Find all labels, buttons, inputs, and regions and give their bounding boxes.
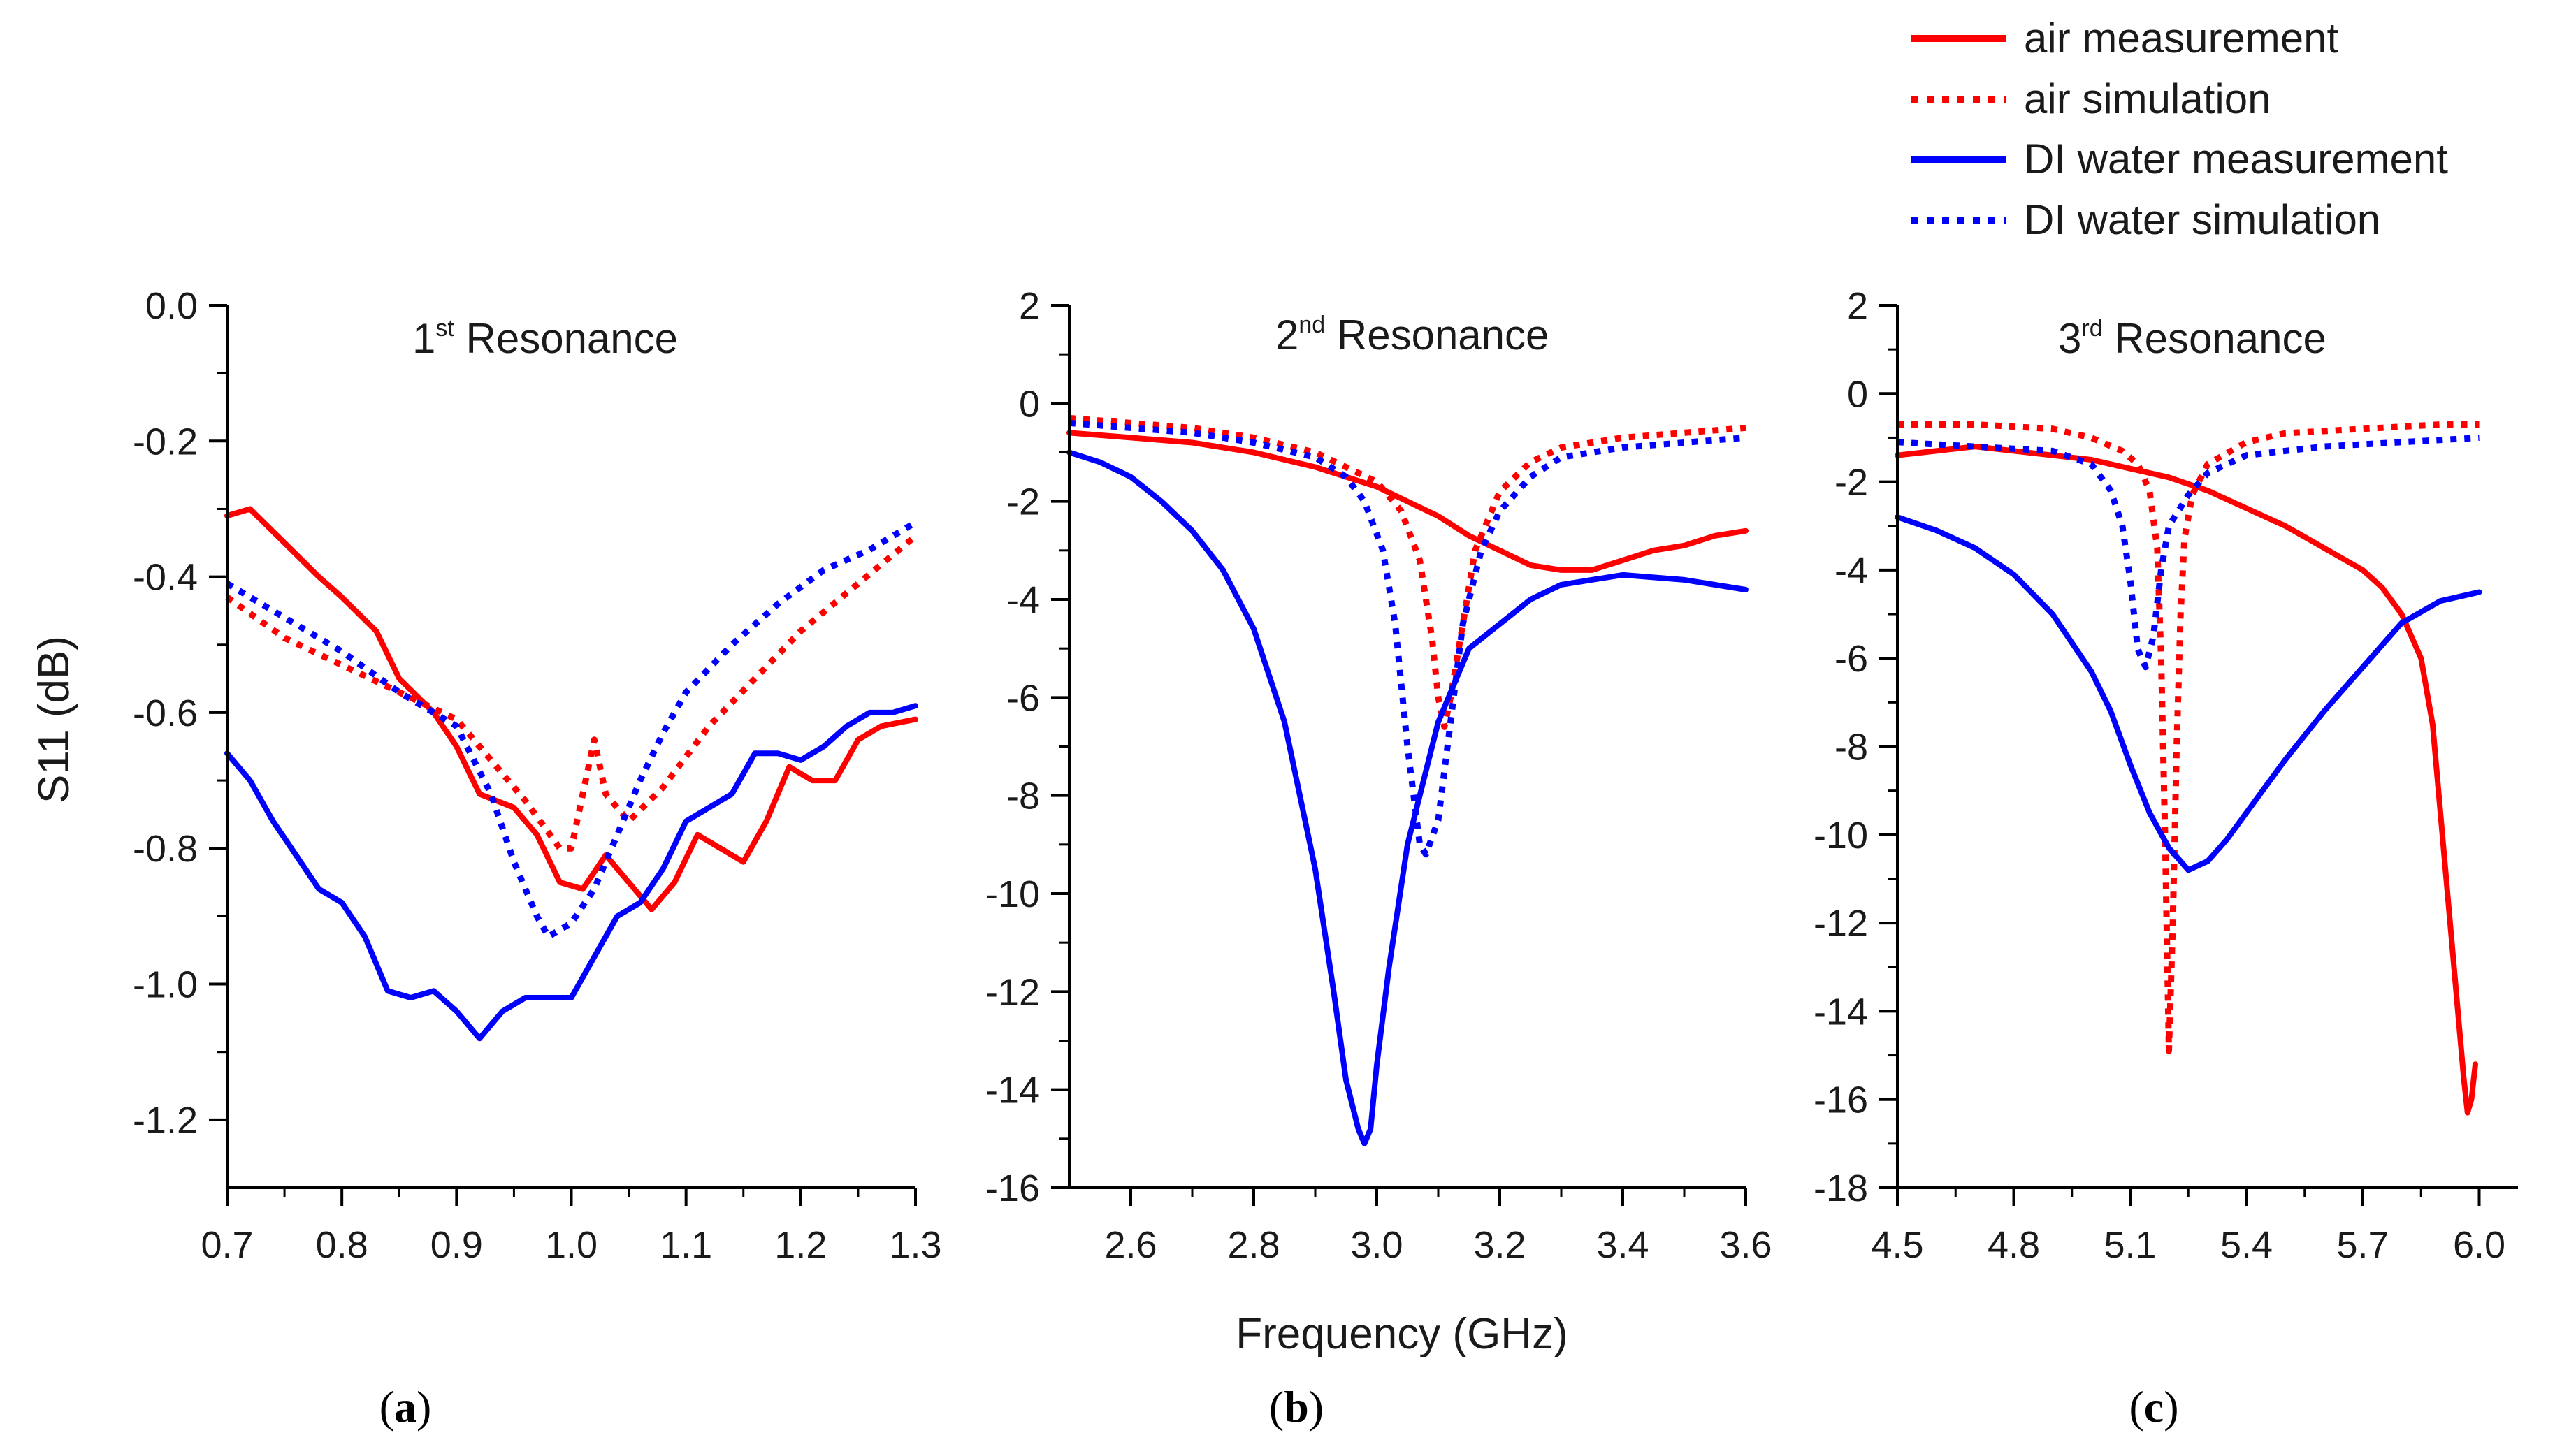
panel-b: 2nd Resonance 20-2-4-6-8-10-12-14-162.6 2…: [985, 285, 1772, 1266]
panel-b-series-water-sim: [1069, 419, 1746, 858]
panel-a-y-tick-label: -0.6: [133, 692, 198, 734]
panel-c-plot: 2 0 -2 -4 -6 -8 -10 -12 -14 -16 -184.5 4.8 5.1 5.4 5.7…: [1814, 285, 2518, 1266]
panel-c-y-tick-label: -12: [1814, 903, 1868, 945]
panel-a-y-tick-label: -1.2: [133, 1100, 198, 1142]
panel-c-x-tick-label: 4.8: [1988, 1224, 2040, 1266]
panel-c-x-tick-label: 5.4: [2220, 1224, 2273, 1266]
panel-a-series-air-meas: [224, 506, 918, 912]
panel-c-y-tick-label: -2: [1834, 462, 1868, 504]
panel-a-plot: 0.0-0.2-0.4-0.6-0.8-1.0-1.20.7 0.8 0.9 1.0 1…: [133, 285, 942, 1266]
panel-c-series-air-meas: [1895, 444, 2478, 1116]
panel-a-series-water-sim: [225, 520, 918, 940]
panel-c-y-tick-label: -16: [1814, 1079, 1868, 1121]
panel-c-x-tick-label: 6.0: [2453, 1224, 2505, 1266]
panel-a-series-air-sim: [225, 533, 918, 852]
caption-a: (a): [379, 1382, 432, 1432]
panel-b-y-tick-label: -8: [1006, 776, 1040, 817]
legend-label-air-measurement: air measurement: [2024, 15, 2339, 61]
panel-b-x-tick-label: 3.6: [1719, 1224, 1772, 1266]
panel-a-x-tick-label: 1.2: [774, 1224, 827, 1266]
panel-c-y-tick-label: -8: [1834, 727, 1868, 769]
x-axis-title: Frequency (GHz): [1236, 1310, 1568, 1358]
panel-a-y-tick-label: -0.8: [133, 828, 198, 870]
panel-c: 3rd Resonance 20-2-4-6-8-10-12-14-16-184…: [1814, 285, 2518, 1266]
panel-b-x-tick-label: 3.0: [1350, 1224, 1403, 1266]
panel-c-y-tick-label: -14: [1814, 991, 1868, 1033]
panel-b-x-tick-label: 2.6: [1104, 1224, 1157, 1266]
panel-a-y-tick-label: -1.0: [133, 964, 198, 1006]
legend: air measurement air simulation DI water …: [1911, 15, 2448, 243]
panel-b-y-tick-label: -14: [985, 1070, 1040, 1112]
panel-b-series-water-meas: [1066, 449, 1749, 1146]
panel-b-x-tick-label: 3.2: [1473, 1224, 1526, 1266]
panel-b-title: 2nd Resonance: [1275, 312, 1549, 358]
panel-c-y-tick-label: 0: [1847, 373, 1868, 415]
panel-a-y-tick-label: 0.0: [145, 285, 198, 327]
caption-c: (c): [2129, 1382, 2178, 1432]
panel-c-y-tick-label: -4: [1834, 550, 1868, 592]
panel-b-x-tick-label: 2.8: [1227, 1224, 1280, 1266]
panel-b-y-tick-label: -16: [985, 1167, 1040, 1209]
panel-b-series-air-sim: [1069, 414, 1746, 730]
panel-c-title: 3rd Resonance: [2058, 315, 2326, 362]
panel-b-y-tick-label: 0: [1019, 383, 1040, 425]
panel-c-series-water-sim: [1897, 435, 2480, 671]
panel-a-x-tick-label: 0.7: [201, 1224, 253, 1266]
panel-b-y-tick-label: 2: [1019, 285, 1040, 327]
panel-a-y-tick-label: -0.2: [133, 421, 198, 463]
panel-b-plot: 2 0 -2 -4 -6 -8 -10 -12 -14 -16 2.6 2.8 3.0 3.2 3.4 3.6: [985, 285, 1772, 1266]
panel-c-y-tick-label: -10: [1814, 815, 1868, 857]
legend-label-di-water-simulation: DI water simulation: [2024, 196, 2380, 243]
panel-a-y-tick-label: -0.4: [133, 557, 198, 599]
panel-b-y-tick-label: -2: [1006, 481, 1040, 523]
panel-a-x-tick-label: 1.1: [660, 1224, 712, 1266]
panel-c-y-tick-label: 2: [1847, 285, 1868, 327]
panel-a-series-water-meas: [224, 703, 918, 1042]
panel-a-title: 1st Resonance: [412, 315, 678, 362]
panel-a-x-tick-label: 0.8: [316, 1224, 368, 1266]
panel-a-x-tick-label: 0.9: [430, 1224, 483, 1266]
panel-b-y-tick-label: -6: [1006, 677, 1040, 719]
panel-a-x-tick-label: 1.0: [545, 1224, 598, 1266]
caption-b: (b): [1269, 1382, 1324, 1432]
panel-c-series-air-sim: [1897, 421, 2480, 1054]
panel-a: 1st Resonance 0.0 -0.2 -0.4 -0.6 -0.8 -1.0 -1.…: [133, 285, 942, 1266]
panel-c-x-tick-label: 4.5: [1871, 1224, 1923, 1266]
panel-c-y-tick-label: -6: [1834, 638, 1868, 680]
legend-label-di-water-measurement: DI water measurement: [2024, 136, 2448, 182]
legend-label-air-simulation: air simulation: [2024, 75, 2271, 122]
panel-c-x-tick-label: 5.7: [2336, 1224, 2389, 1266]
panel-b-y-tick-label: -4: [1006, 579, 1040, 621]
panel-a-x-tick-label: 1.3: [889, 1224, 941, 1266]
y-axis-title: S11 (dB): [30, 636, 78, 803]
panel-c-x-tick-label: 5.1: [2104, 1224, 2156, 1266]
panel-b-y-tick-label: -10: [985, 873, 1040, 915]
panel-b-series-air-meas: [1066, 430, 1749, 573]
panel-c-series-water-meas: [1895, 514, 2482, 873]
panel-c-y-tick-label: -18: [1814, 1167, 1868, 1209]
panel-b-x-tick-label: 3.4: [1596, 1224, 1649, 1266]
panel-b-y-tick-label: -12: [985, 971, 1040, 1013]
